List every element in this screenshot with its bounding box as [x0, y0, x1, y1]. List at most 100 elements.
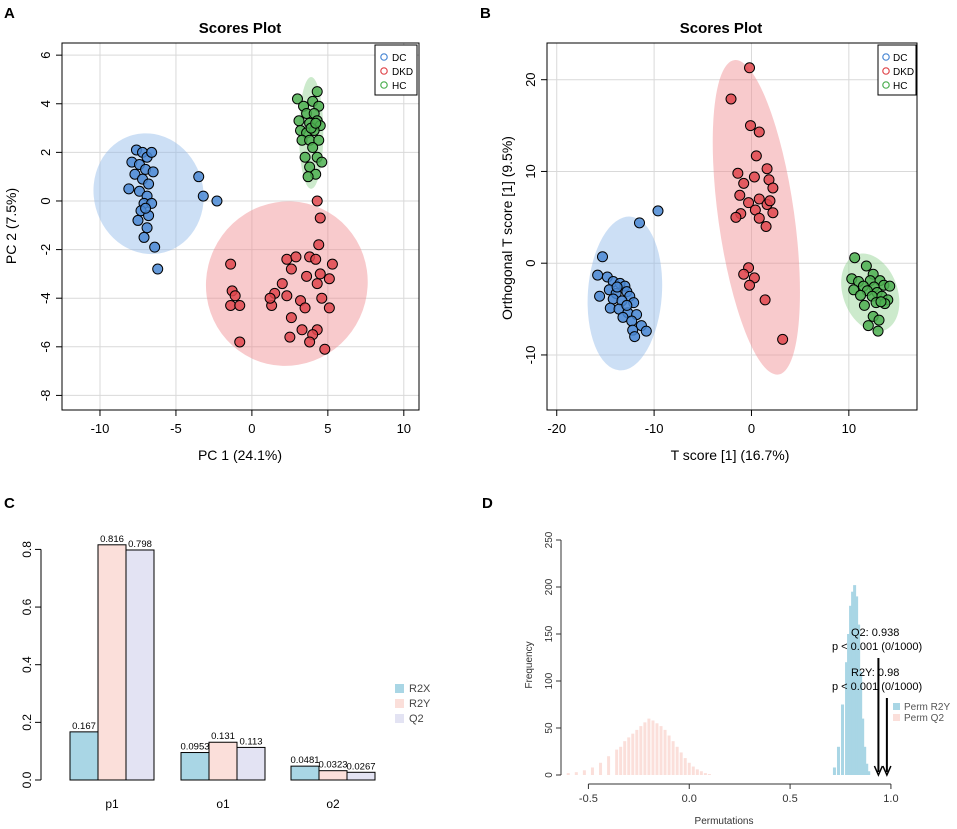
point-dkd [234, 299, 246, 311]
point-dc [140, 202, 152, 214]
y-tick-label: 0.4 [20, 656, 34, 673]
bar-value-label: 0.113 [239, 736, 262, 747]
point-dc [652, 205, 664, 217]
point-dkd [310, 253, 322, 265]
point-dkd [290, 251, 302, 263]
hist-bar-q2 [703, 773, 707, 775]
point-hc [875, 296, 887, 308]
point-dkd [750, 150, 762, 162]
hist-bar-r2y [867, 771, 871, 775]
point-dc [129, 168, 141, 180]
point-dc [152, 263, 164, 275]
point-dkd [764, 195, 776, 207]
point-hc [310, 117, 322, 129]
point-dkd [311, 278, 323, 290]
bar-value-label: 0.798 [128, 539, 152, 550]
hist-bar-q2 [574, 772, 578, 775]
point-dc [629, 331, 641, 343]
panel-d-permutation-histogram: -0.5 0.0 0.5 1.0 0 50 100 150 200 250 Q2: 0.938 p … [524, 531, 950, 827]
bar-value-label: 0.131 [211, 731, 235, 742]
point-dkd [725, 93, 737, 105]
point-dkd [285, 263, 297, 275]
hist-bar-q2 [655, 723, 659, 775]
panel-c-legend-r2x-swatch [395, 684, 404, 693]
panel-b-points [592, 62, 896, 345]
x-tick-label: 1.0 [883, 793, 898, 805]
point-dc [138, 231, 150, 243]
point-dkd [753, 212, 765, 224]
panel-d-legend-q2-swatch [893, 714, 900, 721]
panel-a-legend-dkd-icon [380, 67, 388, 75]
panel-b-legend-dkd: DKD [893, 67, 914, 78]
hist-bar-r2y [865, 763, 869, 775]
y-tick-label: -10 [523, 346, 538, 365]
point-hc [862, 320, 874, 332]
hist-bar-r2y [851, 591, 855, 775]
x-tick-label: -20 [547, 421, 566, 436]
x-tick-label: 0.5 [782, 793, 797, 805]
bar-q2-o1 [236, 746, 266, 781]
point-dkd [744, 62, 756, 74]
hist-bar-q2 [695, 769, 699, 775]
point-hc [307, 142, 319, 154]
point-dkd [316, 292, 328, 304]
y-tick-label: 0.2 [20, 714, 34, 731]
bar-value-label: 0.0323 [318, 760, 347, 771]
hist-bar-q2 [651, 720, 655, 775]
point-dkd [285, 312, 297, 324]
hist-bar-q2 [623, 741, 627, 775]
point-dkd [281, 290, 293, 302]
x-tick-label: -10 [645, 421, 664, 436]
hist-bar-r2y [836, 746, 840, 775]
point-dc [626, 315, 638, 327]
x-tick-label: -10 [91, 421, 110, 436]
y-tick-label: 0 [38, 197, 53, 204]
panel-b-axis-ticks: -20 -10 0 10 -10 0 10 20 [523, 72, 856, 436]
panel-a-points [123, 86, 338, 355]
hist-bar-q2 [699, 771, 703, 775]
hist-bar-q2 [707, 774, 711, 775]
panel-d-legend-r2y: Perm R2Y [904, 702, 950, 713]
panel-b-legend-dc: DC [893, 53, 907, 64]
point-dkd [314, 268, 326, 280]
hist-bar-q2 [659, 726, 663, 775]
panel-c-legend-r2x: R2X [409, 683, 431, 695]
hist-bar-r2y [845, 662, 849, 775]
panel-a-scores-plot: Scores Plot -10 -5 0 5 10 -8 -6 -4 -2 0 2 4 6 PC 1 (… [3, 20, 420, 463]
point-dkd [234, 336, 246, 348]
hist-bar-q2 [679, 752, 683, 775]
panel-d-ylabel: Frequency [524, 641, 535, 688]
annotation-arrow-head [882, 765, 892, 777]
y-tick-label: -6 [38, 341, 53, 353]
hist-bar-q2 [671, 741, 675, 775]
point-dkd [326, 258, 338, 270]
bar-value-label: 0.816 [100, 534, 124, 545]
hist-bar-q2 [691, 766, 695, 775]
y-tick-label: 2 [38, 149, 53, 156]
point-dkd [323, 273, 335, 285]
point-dkd [732, 167, 744, 179]
point-dkd [225, 299, 237, 311]
panel-b-xlabel: T score [1] (16.7%) [671, 447, 790, 463]
hist-bar-r2y [863, 746, 867, 775]
panel-b-legend-dkd-icon [882, 67, 890, 75]
point-dkd [734, 189, 746, 201]
point-dkd [284, 331, 296, 343]
hist-bar-q2 [639, 726, 643, 775]
y-tick-label: 150 [544, 625, 555, 642]
hist-bar-r2y [859, 671, 863, 775]
point-dkd [738, 177, 750, 189]
hist-bar-q2 [687, 762, 691, 775]
x-tick-label: 0 [748, 421, 755, 436]
point-dkd [759, 294, 771, 306]
bar-r2y-o2 [318, 770, 348, 781]
point-dkd [760, 221, 772, 232]
panel-b-legend-box [877, 44, 917, 96]
point-dkd [748, 171, 760, 183]
panel-b-legend-hc: HC [893, 81, 907, 92]
point-dkd [311, 195, 323, 207]
point-hc [293, 115, 305, 127]
panel-b-gridlines [547, 43, 917, 410]
panel-a-ylabel: PC 2 (7.5%) [3, 188, 19, 264]
point-dc [621, 299, 633, 311]
